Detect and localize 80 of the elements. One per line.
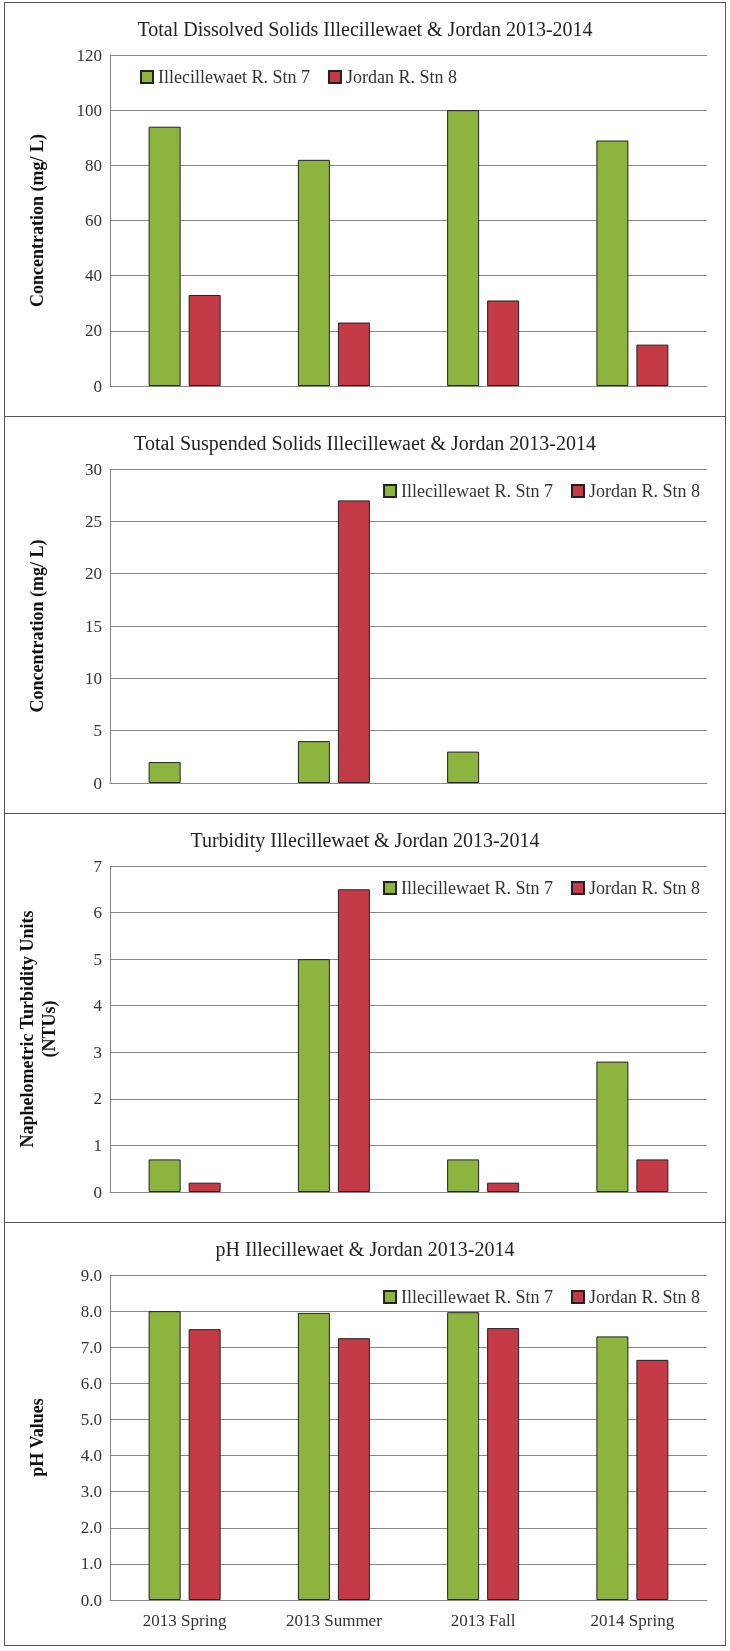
bar [148, 1159, 181, 1192]
bar [148, 1311, 181, 1600]
bar [447, 1312, 480, 1600]
y-axis-title: pH Values [27, 1398, 47, 1477]
legend-label: Illecillewaet R. Stn 7 [401, 878, 553, 898]
y-tick-label: 5 [93, 949, 102, 969]
chart-title: Total Dissolved Solids Illecillewaet & Jordan 2013-2014 [137, 18, 593, 40]
y-tick-label: 1.0 [80, 1554, 102, 1574]
bar [148, 762, 181, 783]
y-tick-label: 4.0 [80, 1446, 102, 1466]
chart-title: pH Illecillewaet & Jordan 2013-2014 [215, 1238, 515, 1261]
bar [596, 1061, 629, 1192]
y-axis-title: Concentration (mg/ L) [27, 134, 48, 307]
bar [148, 126, 181, 386]
bar [596, 140, 629, 386]
y-tick-label: 5.0 [80, 1409, 102, 1429]
bar [487, 1182, 520, 1192]
bar [188, 1329, 221, 1600]
legend-label: Illecillewaet R. Stn 7 [158, 67, 310, 87]
y-tick-label: 0 [93, 1182, 102, 1202]
y-tick-label: 7 [93, 856, 103, 876]
y-tick-label: 100 [76, 100, 102, 120]
bar [337, 889, 370, 1192]
bar [297, 159, 330, 386]
y-tick-label: 9.0 [80, 1265, 102, 1285]
bar [447, 110, 480, 386]
x-tick-label: 2013 Spring [142, 1611, 227, 1630]
x-tick-label: 2013 Fall [450, 1611, 516, 1630]
y-tick-label: 15 [85, 616, 102, 636]
y-tick-label: 0 [93, 376, 102, 396]
y-tick-label: 8.0 [80, 1301, 102, 1321]
bar [297, 1312, 330, 1600]
bar [297, 741, 330, 783]
y-tick-label: 7.0 [80, 1337, 102, 1357]
x-tick-label: 2014 Spring [590, 1611, 675, 1630]
bar [596, 1336, 629, 1600]
bar [487, 300, 520, 386]
bar [188, 1182, 221, 1192]
legend-label: Illecillewaet R. Stn 7 [401, 1287, 553, 1307]
y-tick-label: 5 [93, 721, 102, 741]
chart-title: Total Suspended Solids Illecillewaet & Jordan 2013-2014 [134, 432, 596, 455]
bar [636, 344, 669, 386]
y-tick-label: 6 [93, 903, 102, 923]
y-axis-title: Concentration (mg/ L) [27, 539, 48, 713]
bar [447, 751, 480, 783]
y-axis-title: Naphelometric Turbidity Units (NTUs) [17, 910, 60, 1148]
y-tick-label: 0 [93, 773, 102, 793]
bar [337, 500, 370, 783]
legend-label: Illecillewaet R. Stn 7 [401, 481, 553, 501]
legend-label: Jordan R. Stn 8 [588, 481, 701, 501]
y-tick-label: 10 [85, 668, 102, 688]
y-tick-label: 20 [85, 321, 102, 341]
y-tick-label: 0.0 [80, 1590, 102, 1610]
bar [337, 322, 370, 386]
y-tick-label: 60 [85, 211, 102, 230]
y-tick-label: 1 [93, 1135, 102, 1155]
y-tick-label: 30 [85, 459, 102, 479]
y-tick-label: 20 [85, 564, 102, 584]
x-tick-label: 2013 Summer [285, 1611, 383, 1630]
bar [636, 1359, 669, 1600]
y-tick-label: 2.0 [80, 1518, 102, 1538]
legend-label: Jordan R. Stn 8 [588, 878, 701, 898]
y-tick-label: 6.0 [80, 1373, 102, 1393]
bar [188, 294, 221, 386]
bar [487, 1328, 520, 1600]
y-tick-label: 80 [85, 155, 102, 175]
y-tick-label: 3.0 [80, 1482, 102, 1502]
legend-label: Jordan R. Stn 8 [588, 1287, 701, 1307]
chart-title: Turbidity Illecillewaet & Jordan 2013-2014 [190, 829, 540, 852]
bar [297, 959, 330, 1192]
y-tick-label: 40 [85, 266, 102, 286]
y-tick-label: 120 [76, 45, 102, 65]
bar [636, 1159, 669, 1192]
bar [447, 1159, 480, 1192]
legend-label: Jordan R. Stn 8 [345, 67, 457, 87]
y-tick-label: 4 [93, 996, 103, 1016]
y-tick-label: 25 [85, 511, 102, 531]
y-tick-label: 2 [93, 1089, 102, 1109]
bar [337, 1338, 370, 1600]
y-tick-label: 3 [93, 1042, 102, 1062]
